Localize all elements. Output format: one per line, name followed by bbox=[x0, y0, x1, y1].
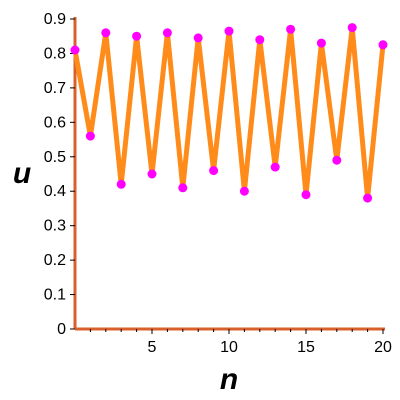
x-axis-title: n bbox=[220, 363, 238, 396]
series-line bbox=[72, 27, 386, 199]
y-tick-label: 0.9 bbox=[44, 11, 66, 28]
data-point bbox=[162, 28, 172, 38]
y-tick-label: 0.7 bbox=[44, 80, 66, 97]
data-point bbox=[255, 35, 265, 45]
x-tick-label: 15 bbox=[297, 339, 315, 356]
series-group bbox=[70, 23, 388, 203]
data-point bbox=[378, 40, 388, 50]
y-axis-ticks: 0 0.1 0.2 0.3 0.4 0.5 0.6 0.7 0.8 0.9 bbox=[44, 11, 75, 338]
y-axis-title: u bbox=[13, 157, 31, 190]
x-tick-label: 20 bbox=[374, 339, 392, 356]
data-point bbox=[332, 155, 342, 165]
data-point bbox=[270, 162, 280, 172]
data-point bbox=[85, 131, 95, 141]
data-point bbox=[363, 193, 373, 203]
y-tick-label: 0.8 bbox=[44, 45, 66, 62]
x-axis-ticks: 5 10 15 20 bbox=[89, 329, 392, 356]
data-point bbox=[316, 38, 326, 48]
y-tick-label: 0.4 bbox=[44, 183, 66, 200]
data-point bbox=[347, 23, 357, 33]
y-tick-label: 0.3 bbox=[44, 218, 66, 235]
data-point bbox=[147, 169, 157, 179]
y-tick-label: 0.1 bbox=[44, 287, 66, 304]
data-point bbox=[209, 166, 219, 176]
data-point bbox=[132, 31, 142, 41]
x-tick-label: 5 bbox=[148, 339, 157, 356]
x-tick-label: 10 bbox=[220, 339, 238, 356]
data-point bbox=[70, 45, 80, 55]
data-point bbox=[301, 190, 311, 200]
data-point bbox=[193, 33, 203, 43]
data-point bbox=[286, 24, 296, 34]
data-point bbox=[224, 26, 234, 36]
data-point bbox=[116, 179, 126, 189]
data-point bbox=[101, 28, 111, 38]
axes bbox=[73, 17, 385, 331]
data-point bbox=[178, 183, 188, 193]
y-tick-label: 0.2 bbox=[44, 252, 66, 269]
y-tick-label: 0.5 bbox=[44, 149, 66, 166]
data-point bbox=[239, 186, 249, 196]
y-tick-label: 0 bbox=[57, 321, 66, 338]
y-tick-label: 0.6 bbox=[44, 114, 66, 131]
